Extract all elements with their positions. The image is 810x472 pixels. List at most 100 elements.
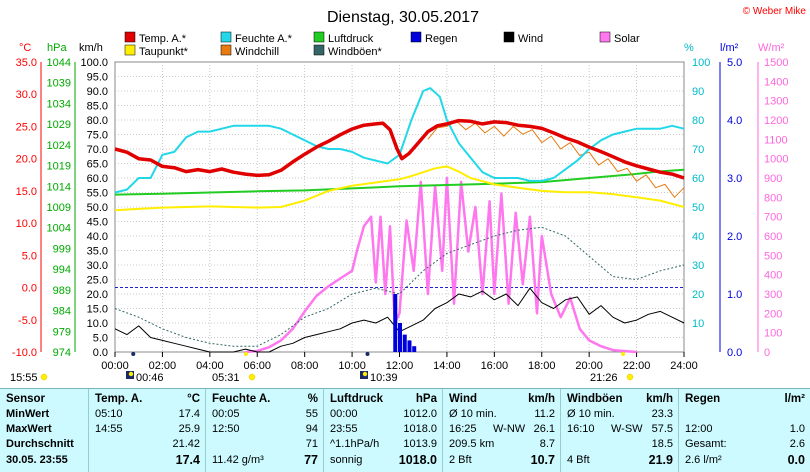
series-line [114, 165, 685, 212]
summary-cell: 21.42 [172, 438, 200, 450]
kmh-tick: 100.0 [80, 57, 108, 69]
y-axes: 35.0 30.0 25.0 20.0 15.0 10.0 5.0 0.0 -5.0 -10.0 1… [12, 57, 789, 359]
lm2-tick: 4.0 [727, 115, 742, 127]
summary-column-1: Temp. A. °C 05:10 17.4 14:55 25.9 21.42 17.4 [88, 389, 206, 472]
legend-swatch [220, 31, 232, 43]
x-tick-label: 24:00 [670, 360, 698, 372]
summary-cell: 17.4 [175, 453, 200, 467]
x-tick-label: 08:00 [291, 360, 319, 372]
x-tick-label: 14:00 [433, 360, 461, 372]
wm2-tick: 600 [764, 231, 782, 243]
lm2-tick: 3.0 [727, 173, 742, 185]
x-axis: 00:00 02:00 04:00 06:00 08:00 10:00 12:00 14:00… [101, 352, 698, 372]
legend-label: Solar [614, 33, 640, 45]
x-tick-label: 02:00 [149, 360, 177, 372]
lm2-tick: 5.0 [727, 57, 742, 69]
celsius-tick: 15.0 [16, 186, 37, 198]
legend-label: Windchill [235, 46, 279, 58]
summary-cell: 1012.0 [403, 408, 437, 420]
legend-label: Taupunkt* [139, 46, 189, 58]
summary-cell: Ø 10 min. [449, 408, 497, 420]
summary-cell: 11.2 [534, 408, 555, 420]
lm2-tick: 2.0 [727, 231, 742, 243]
kmh-tick: 40.0 [87, 231, 108, 243]
kmh-tick: 85.0 [87, 101, 108, 113]
celsius-tick: 25.0 [16, 121, 37, 133]
kmh-tick: 55.0 [87, 188, 108, 200]
summary-cell: 00:05 [212, 408, 240, 420]
summary-cell: W-NW [493, 423, 526, 435]
kmh-tick: 25.0 [87, 275, 108, 287]
kmh-tick: 0.0 [93, 347, 108, 359]
kmh-tick: 80.0 [87, 115, 108, 127]
summary-cell: 57.5 [651, 423, 673, 435]
summary-cell: 17.4 [178, 408, 200, 420]
x-tick-label: 12:00 [386, 360, 414, 372]
summary-cell: 1018.0 [403, 423, 437, 435]
summary-cell: 05:10 [95, 408, 123, 420]
summary-cell: 30.05. 23:55 [6, 454, 68, 466]
x-tick-label: 06:00 [243, 360, 271, 372]
x-tick-label: 10:00 [338, 360, 366, 372]
legend-label: Luftdruck [328, 33, 374, 45]
summary-cell: ^1.1hPa/h [330, 438, 380, 450]
summary-cell: Ø 10 min. [567, 408, 615, 420]
legend-swatch [503, 31, 515, 43]
marker-dot [621, 352, 626, 356]
summary-cell: °C [187, 393, 200, 405]
kmh-tick: 60.0 [87, 173, 108, 185]
summary-cell: 00:00 [330, 408, 358, 420]
summary-cell: Windböen [567, 393, 623, 405]
weather-chart: Dienstag, 30.05.2017 © Weber Mike Temp. … [10, 6, 806, 384]
summary-cell: 23.3 [651, 408, 673, 420]
kmh-tick: 75.0 [87, 130, 108, 142]
summary-cell: 11.42 g/m³ [212, 454, 264, 466]
summary-cell: Luftdruck [330, 393, 384, 405]
percent-tick: 100 [692, 57, 710, 69]
kmh-tick: 35.0 [87, 246, 108, 258]
hpa-tick: 974 [53, 347, 71, 359]
wm2-tick: 700 [764, 212, 782, 224]
summary-cell: W-SW [611, 423, 643, 435]
x-tick-label: 18:00 [528, 360, 556, 372]
moon-glyph [128, 371, 134, 377]
summary-cell: km/h [528, 393, 555, 405]
lm2-tick: 1.0 [727, 289, 742, 301]
celsius-tick: 10.0 [16, 218, 37, 230]
wm2-tick: 1100 [764, 134, 788, 146]
percent-tick: 90 [692, 86, 704, 98]
wm2-tick: 800 [764, 192, 782, 204]
unit-wm2: W/m² [758, 42, 785, 54]
hpa-tick: 1029 [47, 119, 71, 131]
sun-icon [248, 373, 256, 381]
celsius-tick: 0.0 [22, 283, 37, 295]
hpa-tick: 1039 [47, 78, 71, 90]
celsius-tick: 20.0 [16, 154, 37, 166]
summary-column-5: Windböen km/h Ø 10 min. 23.3 16:10 W-SW 57.5 18… [560, 389, 679, 472]
summary-cell: 55 [305, 408, 318, 420]
sun-icon [626, 373, 634, 381]
legend-label: Wind [518, 33, 543, 45]
summary-cell: km/h [646, 393, 673, 405]
summary-column-0: Sensor MinWert MaxWert Durchschnitt 30.05. 2… [0, 389, 88, 472]
marker-time: 05:31 [212, 372, 240, 384]
summary-cell: 16:10 [567, 423, 595, 435]
kmh-tick: 20.0 [87, 289, 108, 301]
summary-cell: Temp. A. [95, 393, 143, 405]
hpa-tick: 994 [53, 264, 71, 276]
summary-cell: 12:00 [685, 423, 713, 435]
celsius-tick: 5.0 [22, 250, 37, 262]
summary-cell: MinWert [6, 408, 50, 420]
summary-cell: 94 [305, 423, 318, 435]
series-layer [114, 87, 685, 354]
wm2-tick: 1300 [764, 96, 788, 108]
celsius-tick: -5.0 [18, 315, 37, 327]
summary-cell: l/m² [784, 393, 805, 405]
summary-column-3: Luftdruck hPa 00:00 1012.0 23:55 1018.0 ^1.1hP… [323, 389, 443, 472]
legend-label: Windböen* [328, 46, 383, 58]
chart-title: Dienstag, 30.05.2017 [327, 9, 479, 26]
wm2-tick: 500 [764, 250, 782, 262]
kmh-tick: 90.0 [87, 86, 108, 98]
hpa-tick: 1044 [47, 57, 71, 69]
kmh-tick: 30.0 [87, 260, 108, 272]
